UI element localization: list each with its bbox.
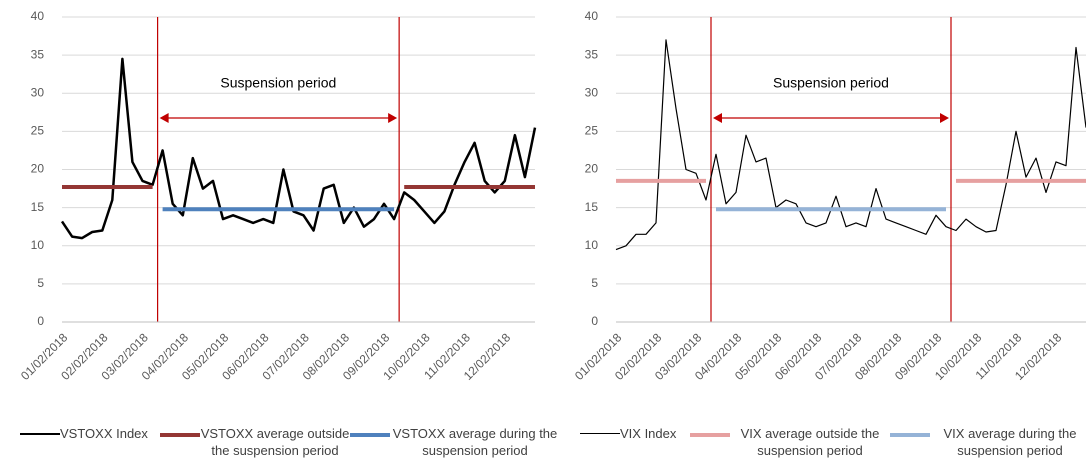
y-tick-label: 35 xyxy=(585,47,599,61)
legend-swatch xyxy=(350,433,390,437)
legend-label: VIX average during the suspension period xyxy=(943,426,1077,458)
legend-item: VIX average during the suspension period xyxy=(890,425,1086,459)
y-tick-label: 40 xyxy=(31,9,45,23)
annotation: Suspension period xyxy=(220,75,336,91)
legend: VIX Index VIX average outside the suspens… xyxy=(580,425,1086,459)
legend-swatch xyxy=(20,433,60,435)
legend-item: VSTOXX average during the suspension per… xyxy=(350,425,560,459)
legend-label: VIX average outside the suspension perio… xyxy=(740,426,880,458)
y-tick-label: 40 xyxy=(585,9,599,23)
annotation: Suspension period xyxy=(773,75,889,91)
series-line xyxy=(60,57,537,240)
y-tick-label: 15 xyxy=(31,200,45,214)
y-tick-label: 20 xyxy=(585,162,599,176)
y-tick-label: 30 xyxy=(585,85,599,99)
y-tick-label: 25 xyxy=(585,124,599,138)
legend-swatch xyxy=(890,433,930,437)
y-tick-label: 30 xyxy=(31,85,45,99)
y-tick-label: 0 xyxy=(591,314,598,328)
y-tick-label: 5 xyxy=(37,276,44,290)
legend-swatch xyxy=(160,433,200,437)
y-tick-label: 15 xyxy=(585,200,599,214)
legend-item: VSTOXX average outside the suspension pe… xyxy=(160,425,350,459)
legend-swatch xyxy=(580,433,620,434)
legend: VSTOXX Index VSTOXX average outside the s… xyxy=(20,425,560,459)
y-tick-label: 10 xyxy=(585,238,599,252)
y-tick-label: 10 xyxy=(31,238,45,252)
y-tick-label: 25 xyxy=(31,124,45,138)
legend-item: VIX Index xyxy=(580,425,690,459)
y-tick-label: 35 xyxy=(31,47,45,61)
y-tick-label: 20 xyxy=(31,162,45,176)
y-tick-label: 0 xyxy=(37,314,44,328)
legend-item: VIX average outside the suspension perio… xyxy=(690,425,890,459)
legend-label: VSTOXX Index xyxy=(60,426,148,441)
legend-label: VSTOXX average during the suspension per… xyxy=(392,426,558,458)
legend-item: VSTOXX Index xyxy=(20,425,160,459)
chart: 051015202530354001/02/201802/02/201803/0… xyxy=(18,9,1086,383)
legend-label: VIX Index xyxy=(620,426,677,441)
legend-swatch xyxy=(690,433,730,437)
series-line xyxy=(615,39,1086,251)
legend-label: VSTOXX average outside the suspension pe… xyxy=(200,426,350,458)
y-tick-label: 5 xyxy=(591,276,598,290)
